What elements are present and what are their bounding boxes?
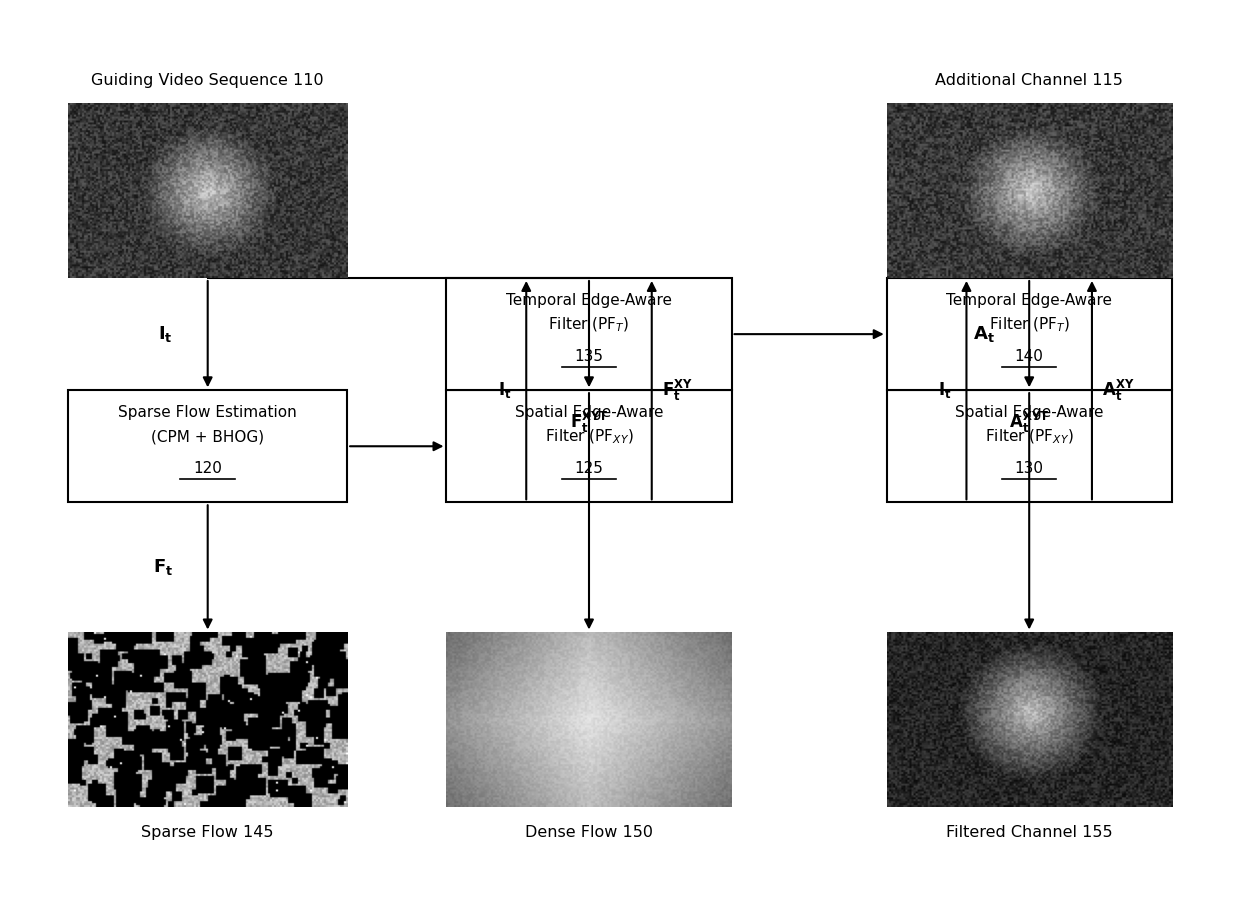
Text: Temporal Edge-Aware: Temporal Edge-Aware [506, 292, 672, 308]
Text: $\mathbf{A_t^{XY}}$: $\mathbf{A_t^{XY}}$ [1102, 378, 1135, 403]
Text: (CPM + BHOG): (CPM + BHOG) [151, 430, 264, 445]
Text: 120: 120 [193, 461, 222, 476]
Text: $\mathbf{I_t}$: $\mathbf{I_t}$ [159, 324, 174, 344]
Text: $\mathbf{F_t}$: $\mathbf{F_t}$ [153, 557, 174, 578]
FancyBboxPatch shape [68, 390, 347, 502]
Text: $\mathbf{I_t}$: $\mathbf{I_t}$ [937, 380, 951, 400]
Text: Spatial Edge-Aware: Spatial Edge-Aware [955, 405, 1104, 420]
Text: Filtered Channel 155: Filtered Channel 155 [946, 825, 1112, 840]
Text: $\mathbf{A_t^{XYT}}$: $\mathbf{A_t^{XYT}}$ [1009, 410, 1049, 435]
Text: Filter (PF$_{XY}$): Filter (PF$_{XY}$) [544, 428, 634, 447]
Text: Sparse Flow 145: Sparse Flow 145 [141, 825, 274, 840]
Text: Filter (PF$_{T}$): Filter (PF$_{T}$) [988, 316, 1070, 335]
Text: 135: 135 [574, 349, 604, 364]
Text: Filter (PF$_{T}$): Filter (PF$_{T}$) [548, 316, 630, 335]
Text: $\mathbf{A_t}$: $\mathbf{A_t}$ [972, 324, 994, 344]
Text: $\mathbf{I_t}$: $\mathbf{I_t}$ [497, 380, 511, 400]
Text: 130: 130 [1014, 461, 1044, 476]
Text: Temporal Edge-Aware: Temporal Edge-Aware [946, 292, 1112, 308]
Text: Filter (PF$_{XY}$): Filter (PF$_{XY}$) [985, 428, 1074, 447]
FancyBboxPatch shape [446, 278, 732, 390]
FancyBboxPatch shape [446, 390, 732, 502]
Text: 125: 125 [574, 461, 604, 476]
Text: Dense Flow 150: Dense Flow 150 [525, 825, 653, 840]
Text: $\mathbf{F_t^{XYT}}$: $\mathbf{F_t^{XYT}}$ [569, 410, 609, 435]
Text: Sparse Flow Estimation: Sparse Flow Estimation [118, 405, 298, 420]
Text: Guiding Video Sequence 110: Guiding Video Sequence 110 [92, 74, 324, 88]
Text: 140: 140 [1014, 349, 1044, 364]
FancyBboxPatch shape [887, 390, 1172, 502]
Text: $\mathbf{F_t^{XY}}$: $\mathbf{F_t^{XY}}$ [662, 378, 693, 403]
FancyBboxPatch shape [887, 278, 1172, 390]
Text: Additional Channel 115: Additional Channel 115 [935, 74, 1123, 88]
Text: Spatial Edge-Aware: Spatial Edge-Aware [515, 405, 663, 420]
